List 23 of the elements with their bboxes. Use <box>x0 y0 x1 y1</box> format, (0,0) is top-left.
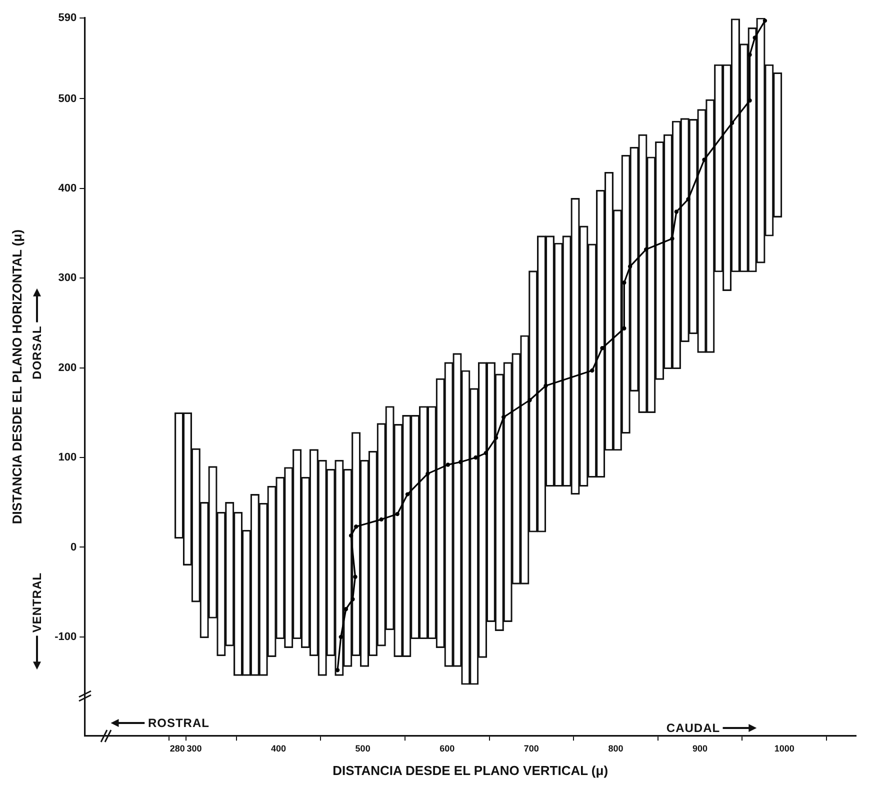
y-tick-label: 590 <box>58 12 77 24</box>
y-tick-label: -100 <box>54 630 77 643</box>
y-axis-title: DISTANCIA DESDE EL PLANO HORIZONTAL (μ) <box>9 229 24 524</box>
text: VENTRAL <box>30 572 44 632</box>
x-tick-label: 600 <box>440 743 455 754</box>
x-axis-title: DISTANCIA DESDE EL PLANO VERTICAL (μ) <box>332 762 608 778</box>
x-tick-label: 700 <box>524 743 539 754</box>
x-tick-label: 400 <box>271 743 286 754</box>
y-tick-label: 500 <box>58 92 77 105</box>
annotation: CAUDAL <box>666 721 720 736</box>
text: DORSAL <box>30 325 44 380</box>
y-tick-label: 0 <box>70 541 77 554</box>
y-tick-label: 100 <box>58 452 77 464</box>
x-tick-label: 280 <box>170 743 185 754</box>
annotation: ROSTRAL <box>148 716 210 730</box>
x-tick-label: 1000 <box>774 743 794 754</box>
y-tick-label: 400 <box>58 182 77 194</box>
x-tick-label: 500 <box>355 743 370 754</box>
x-tick-label: 300 <box>186 743 202 754</box>
y-tick-label: 200 <box>58 362 77 374</box>
x-tick-label: 800 <box>608 743 624 754</box>
x-tick-label: 900 <box>692 743 708 754</box>
y-tick-label: 300 <box>58 272 77 284</box>
